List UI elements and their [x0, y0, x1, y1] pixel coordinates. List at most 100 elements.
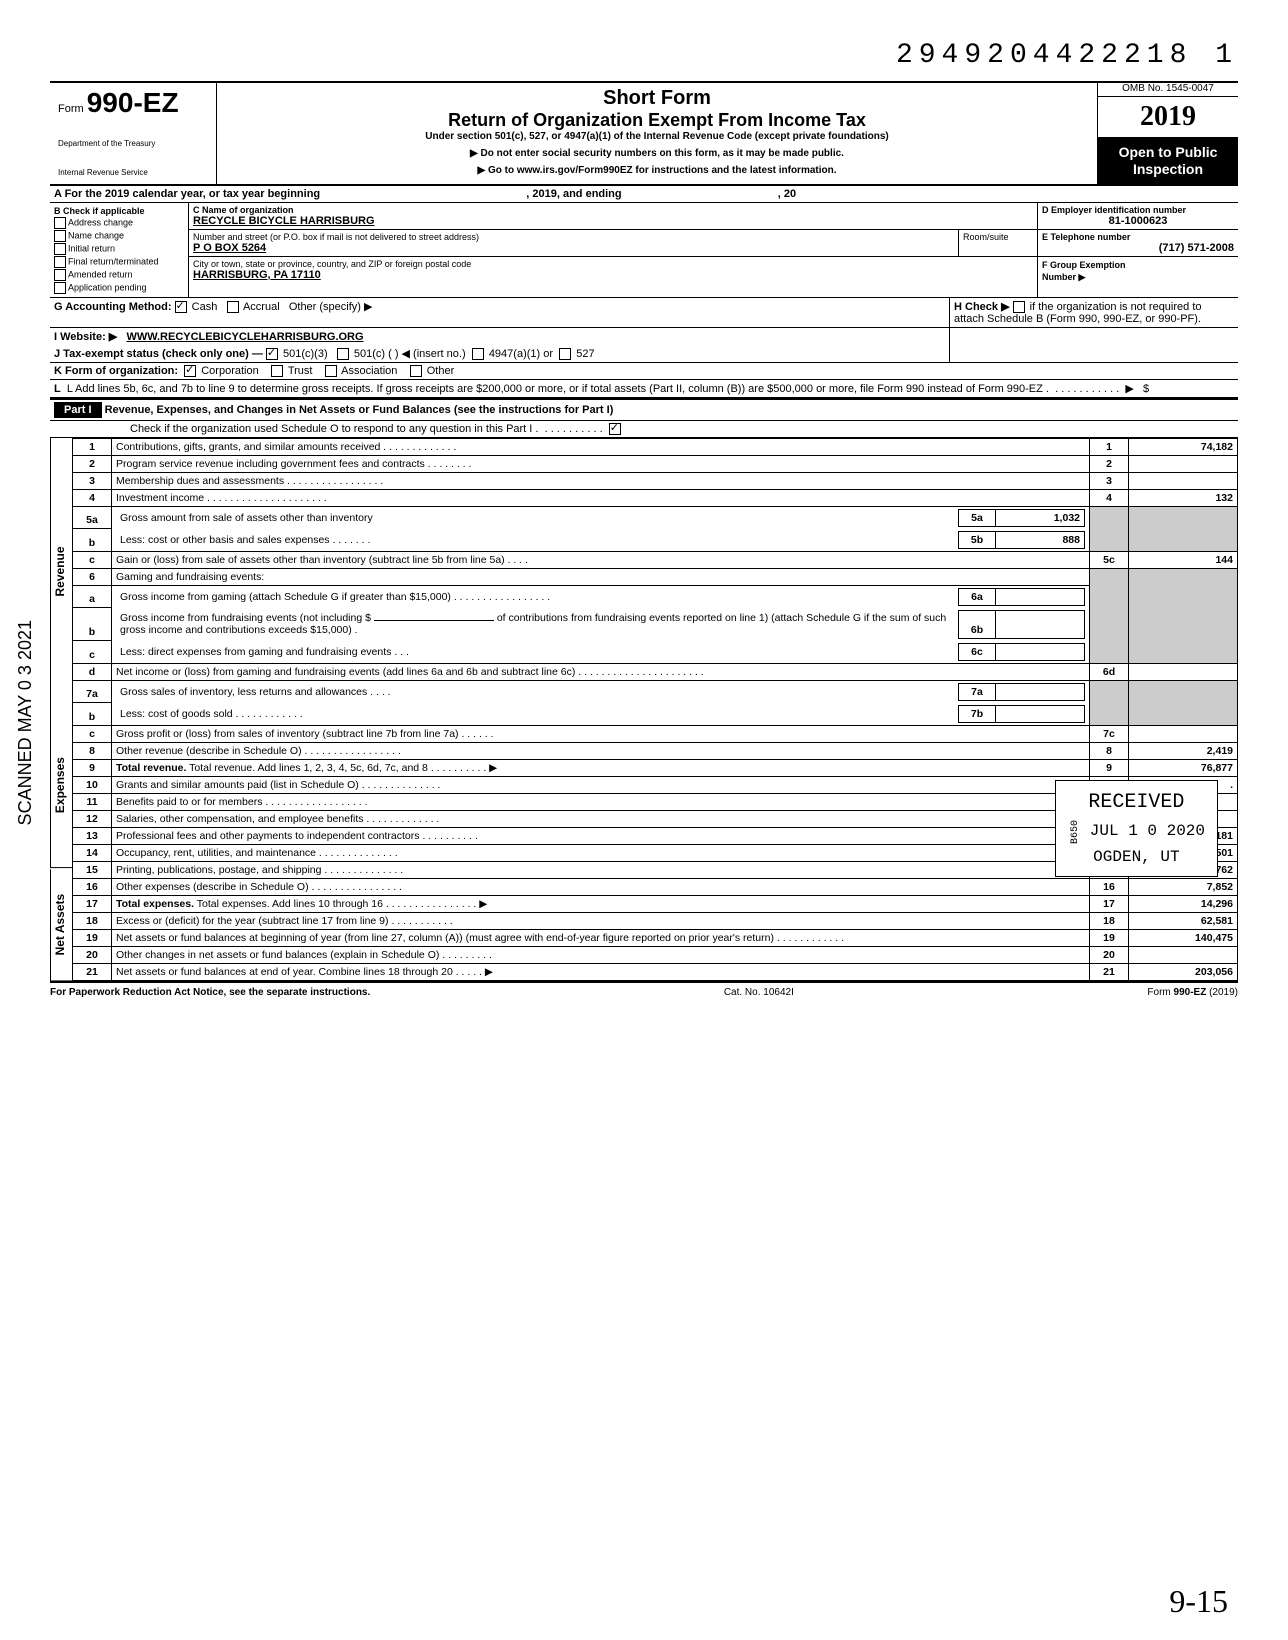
open-public: Open to Public Inspection [1098, 138, 1238, 184]
street-value: P O BOX 5264 [193, 242, 954, 254]
vert-netassets: Net Assets [50, 869, 72, 981]
accrual-label: Accrual [243, 301, 280, 313]
cb-corporation[interactable] [184, 365, 196, 377]
city-label: City or town, state or province, country… [193, 259, 1033, 269]
line-a-mid: , 2019, and ending [526, 188, 621, 200]
cb-schedule-o[interactable] [609, 423, 621, 435]
return-title: Return of Organization Exempt From Incom… [225, 110, 1089, 131]
cb-label-0: Address change [68, 217, 133, 227]
4947a1-label: 4947(a)(1) or [489, 348, 553, 360]
section-b-label: B Check if applicable [54, 206, 184, 216]
line-a-text: A For the 2019 calendar year, or tax yea… [54, 188, 320, 200]
table-row: 9 Total revenue. Total revenue. Add line… [73, 759, 1238, 776]
line-g-h: G Accounting Method: Cash Accrual Other … [50, 298, 1238, 328]
cb-accrual[interactable] [227, 301, 239, 313]
received-title: RECEIVED [1068, 787, 1205, 819]
cb-label-2: Initial return [68, 243, 115, 253]
line-k: K Form of organization: Corporation Trus… [50, 363, 1238, 380]
table-row: b Less: cost of goods sold . . . . . . .… [73, 703, 1238, 726]
footer-mid: Cat. No. 10642I [724, 987, 794, 998]
phone-value: (717) 571-2008 [1042, 242, 1234, 254]
handwritten-note: 9-15 [1169, 1583, 1228, 1620]
cb-application-pending[interactable] [54, 282, 66, 294]
cb-schedule-b[interactable] [1013, 301, 1025, 313]
lines-table: 1 Contributions, gifts, grants, and simi… [72, 438, 1238, 981]
cb-4947a1[interactable] [472, 348, 484, 360]
cb-label-5: Application pending [68, 282, 147, 292]
amt: 74,182 [1129, 438, 1238, 455]
cb-address-change[interactable] [54, 217, 66, 229]
cb-other-org[interactable] [410, 365, 422, 377]
dln-number: 2949204422218 1 [50, 40, 1238, 71]
cb-trust[interactable] [271, 365, 283, 377]
line-h-text: H Check ▶ [954, 301, 1010, 313]
table-row: b Gross income from fundraising events (… [73, 608, 1238, 641]
website-value: WWW.RECYCLEBICYCLEHARRISBURG.ORG [126, 331, 363, 343]
form-number: 990-EZ [87, 87, 179, 118]
line-a: A For the 2019 calendar year, or tax yea… [50, 186, 1238, 203]
table-row: 6 Gaming and fundraising events: [73, 568, 1238, 585]
table-row: 1 Contributions, gifts, grants, and simi… [73, 438, 1238, 455]
tax-year: 2019 [1098, 97, 1238, 138]
line-l-text: L Add lines 5b, 6c, and 7b to line 9 to … [67, 383, 1049, 395]
cb-amended-return[interactable] [54, 269, 66, 281]
entity-block: B Check if applicable Address change Nam… [50, 203, 1238, 298]
table-row: c Less: direct expenses from gaming and … [73, 641, 1238, 664]
short-form-title: Short Form [225, 87, 1089, 110]
omb-number: OMB No. 1545-0047 [1098, 83, 1238, 97]
cb-label-4: Amended return [68, 269, 133, 279]
goto-note: ▶ Go to www.irs.gov/Form990EZ for instru… [225, 165, 1089, 176]
table-row: 4 Investment income . . . . . . . . . . … [73, 489, 1238, 506]
table-row: 19Net assets or fund balances at beginni… [73, 929, 1238, 946]
line-j: J Tax-exempt status (check only one) — 5… [50, 345, 1238, 363]
dept-irs: Internal Revenue Service [58, 168, 208, 177]
table-row: c Gross profit or (loss) from sales of i… [73, 725, 1238, 742]
section-def: D Employer identification number 81-1000… [1037, 203, 1238, 297]
table-row: 18Excess or (deficit) for the year (subt… [73, 912, 1238, 929]
section-c-label: C Name of organization [193, 205, 1033, 215]
other-org-label: Other [427, 365, 455, 377]
table-row: 20Other changes in net assets or fund ba… [73, 946, 1238, 963]
city-value: HARRISBURG, PA 17110 [193, 269, 1033, 281]
cb-501c3[interactable] [266, 348, 278, 360]
open-public-l1: Open to Public [1100, 144, 1236, 161]
scanned-stamp: SCANNED MAY 0 3 2021 [15, 620, 36, 825]
cb-association[interactable] [325, 365, 337, 377]
insert-no: ) ◀ (insert no.) [395, 348, 466, 360]
line-l: L L Add lines 5b, 6c, and 7b to line 9 t… [50, 380, 1238, 398]
cb-501c[interactable] [337, 348, 349, 360]
table-row: 7a Gross sales of inventory, less return… [73, 680, 1238, 703]
section-c: C Name of organization RECYCLE BICYCLE H… [189, 203, 1037, 297]
table-row: c Gain or (loss) from sale of assets oth… [73, 551, 1238, 568]
received-code: B650 [1068, 820, 1084, 844]
cb-final-return[interactable] [54, 256, 66, 268]
table-row: 17Total expenses. Total expenses. Add li… [73, 895, 1238, 912]
section-f-label: F Group Exemption [1042, 260, 1126, 270]
other-label: Other (specify) ▶ [289, 301, 373, 313]
cb-527[interactable] [559, 348, 571, 360]
table-row: b Less: cost or other basis and sales ex… [73, 529, 1238, 552]
corp-label: Corporation [201, 365, 258, 377]
section-d-label: D Employer identification number [1042, 205, 1234, 215]
table-row: d Net income or (loss) from gaming and f… [73, 663, 1238, 680]
form-header: Form 990-EZ Department of the Treasury I… [50, 81, 1238, 186]
footer-right: Form 990-EZ (2019) [1147, 987, 1238, 998]
table-row: 16Other expenses (describe in Schedule O… [73, 878, 1238, 895]
nc: 1 [1090, 438, 1129, 455]
assoc-label: Association [341, 365, 397, 377]
line-g-label: G Accounting Method: [54, 301, 172, 313]
cb-cash[interactable] [175, 301, 187, 313]
table-row: 2 Program service revenue including gove… [73, 455, 1238, 472]
section-e-label: E Telephone number [1042, 232, 1234, 242]
line-i: I Website: ▶ WWW.RECYCLEBICYCLEHARRISBUR… [50, 328, 1238, 345]
part1-title: Revenue, Expenses, and Changes in Net As… [105, 404, 614, 416]
ld: Contributions, gifts, grants, and simila… [112, 438, 1090, 455]
section-b: B Check if applicable Address change Nam… [50, 203, 189, 297]
cb-initial-return[interactable] [54, 243, 66, 255]
501c3-label: 501(c)(3) [283, 348, 328, 360]
line-i-label: I Website: ▶ [54, 331, 117, 343]
cb-name-change[interactable] [54, 230, 66, 242]
open-public-l2: Inspection [1100, 161, 1236, 178]
line-a-end: , 20 [778, 188, 796, 200]
lines-container: Revenue Expenses Net Assets 1 Contributi… [50, 438, 1238, 983]
